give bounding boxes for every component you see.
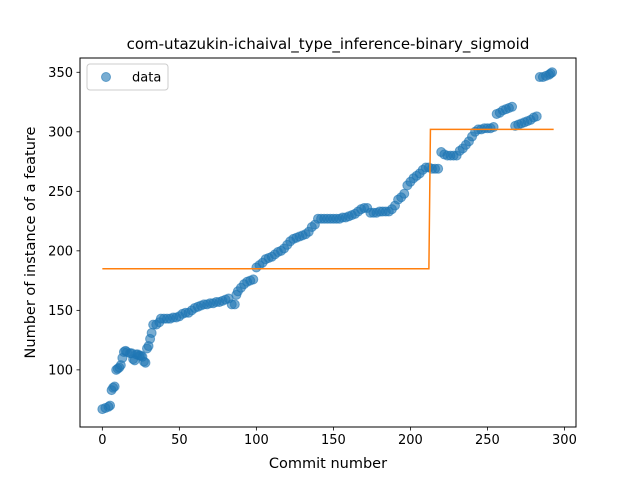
data-point	[229, 299, 240, 310]
data-point	[105, 400, 116, 411]
x-tick-label: 50	[171, 433, 188, 448]
x-tick-label: 300	[552, 433, 577, 448]
data-point	[146, 327, 157, 338]
plot-frame	[79, 57, 577, 428]
x-tick-label: 200	[398, 433, 423, 448]
x-tick-label: 250	[475, 433, 500, 448]
fit-line	[102, 128, 554, 270]
data-point	[531, 111, 542, 122]
x-axis-label: Commit number	[269, 456, 387, 472]
y-tick-label: 100	[48, 363, 73, 378]
legend-box	[86, 63, 169, 91]
data-point	[140, 357, 151, 368]
x-tick-label: 0	[98, 433, 106, 448]
legend: data	[86, 63, 169, 91]
data-point	[488, 122, 499, 133]
data-point	[433, 163, 444, 174]
legend-label-data: data	[132, 71, 161, 86]
data-point	[507, 101, 518, 112]
y-tick-label: 300	[48, 125, 73, 140]
data-point	[399, 188, 410, 199]
legend-marker-data	[101, 72, 111, 82]
x-tick-label: 100	[244, 433, 269, 448]
data-point	[248, 274, 259, 285]
data-point	[109, 381, 120, 392]
data-point	[547, 67, 558, 78]
y-tick-label: 200	[48, 244, 73, 259]
y-tick-label: 350	[48, 66, 73, 81]
plot-area	[97, 67, 558, 415]
y-tick-label: 150	[48, 304, 73, 319]
x-tick-label: 150	[321, 433, 346, 448]
chart-title: com-utazukin-ichaival_type_inference-bin…	[127, 35, 530, 54]
y-tick-label: 250	[48, 185, 73, 200]
y-axis: 100 150 200 250 300 350	[48, 66, 80, 378]
x-axis: 0 50 100 150 200 250 300	[98, 427, 577, 448]
y-axis-label: Number of instance of a feature	[23, 126, 39, 358]
